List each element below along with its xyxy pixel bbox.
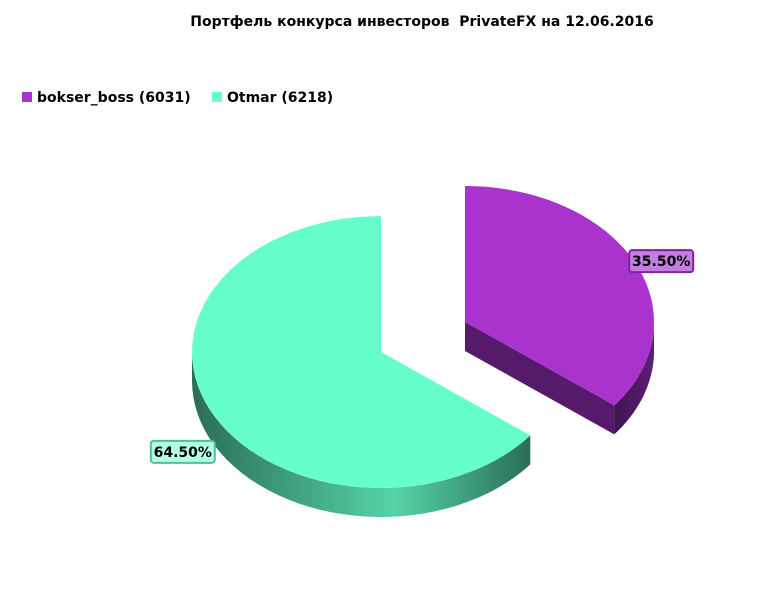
chart-title: Портфель конкурса инвесторов PrivateFX н… xyxy=(190,14,654,30)
legend-label: bokser_boss (6031) xyxy=(37,90,191,106)
data-label-box xyxy=(628,249,695,274)
data-label-box xyxy=(149,439,216,464)
data-label: 64.50% xyxy=(154,445,212,461)
slice-side xyxy=(614,322,654,435)
slice-side xyxy=(465,322,615,435)
data-label: 35.50% xyxy=(632,254,690,270)
legend-swatch xyxy=(212,92,222,102)
slice-side xyxy=(192,352,531,517)
legend-swatch xyxy=(22,92,32,102)
legend-label: Otmar (6218) xyxy=(227,90,333,106)
pie-slice xyxy=(192,216,531,488)
pie-slice xyxy=(465,186,654,406)
